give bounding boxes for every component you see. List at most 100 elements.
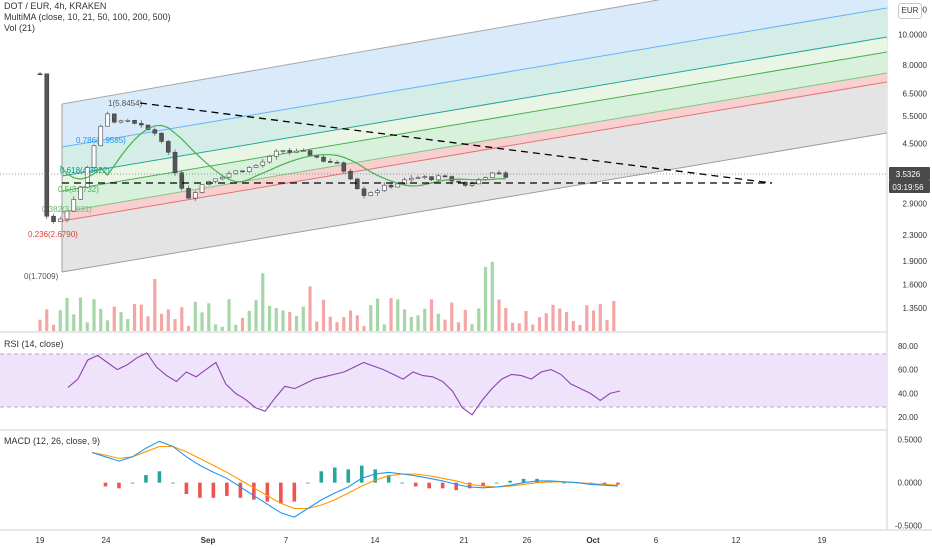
volume-bar (564, 312, 569, 331)
candle-body (361, 188, 367, 196)
fib-band-blue (62, 0, 887, 147)
price-tick-label: 2.9000 (903, 200, 928, 209)
macd-tick-label: 0.5000 (898, 436, 923, 445)
candle-body (334, 162, 340, 164)
macd-histogram-bar (157, 471, 162, 483)
candle-body (388, 184, 394, 188)
candle-body (375, 190, 380, 193)
fib-line-05 (61, 51, 887, 192)
candle-body (321, 156, 326, 162)
volume-bar (456, 322, 461, 331)
macd-legend[interactable]: MACD (12, 26, close, 9) (4, 436, 101, 446)
volume-bar (45, 309, 49, 331)
volume-bar (119, 312, 123, 331)
macd-histogram-bar (305, 482, 310, 484)
price-tick-label: 8.0000 (903, 61, 928, 70)
triangle-upper-trendline[interactable] (139, 102, 773, 184)
candle-body (78, 186, 83, 200)
fib-label-0236: 0.236(2.6790) (28, 230, 78, 239)
candle-body (152, 129, 158, 134)
candle-body (489, 172, 495, 178)
volume-bar (429, 299, 434, 331)
volume-bar (477, 308, 481, 331)
price-tick-label: 6.5000 (903, 89, 928, 98)
volume-bar (591, 310, 596, 331)
chart-legend: DOT / EUR, 4h, KRAKEN MultiMA (close, 10… (4, 1, 171, 34)
macd-histogram-bar (198, 482, 202, 498)
macd-histogram-bar (211, 482, 216, 498)
volume-bar (193, 301, 197, 331)
macd-histogram-bar (238, 482, 243, 498)
volume-legend[interactable]: Vol (21) (4, 23, 36, 33)
volume-bar (173, 319, 177, 331)
volume-bar (78, 297, 83, 331)
macd-histogram-bar (359, 465, 364, 483)
price-tick-label: 5.5000 (903, 112, 928, 121)
macd-histogram-bar (602, 482, 607, 485)
volume-bar (261, 273, 265, 331)
countdown-tag (889, 180, 930, 193)
volume-bar (409, 316, 413, 331)
volume-bar (200, 312, 204, 331)
candle-body (300, 150, 306, 152)
volume-bar (180, 307, 184, 331)
volume-bar (146, 316, 150, 331)
fib-line-1 (61, 0, 661, 105)
candle-body (186, 188, 191, 199)
volume-bar (301, 306, 305, 331)
volume-bar (254, 300, 258, 331)
volume-bar (105, 320, 110, 331)
volume-bar (38, 319, 42, 331)
candle-body (442, 175, 448, 178)
volume-bar (342, 317, 346, 331)
candle-body (125, 120, 131, 122)
candle-body (415, 177, 421, 179)
macd-histogram-bar (265, 482, 270, 502)
candle-body (395, 183, 401, 188)
volume-bar (186, 325, 191, 331)
macd-histogram-bar (440, 482, 445, 489)
macd-histogram-bar (117, 482, 121, 489)
volume-bar (483, 266, 488, 331)
volume-bar (153, 278, 157, 331)
volume-bar (389, 298, 393, 331)
candle-body (435, 175, 441, 181)
candle-body (105, 113, 110, 127)
fib-line-0236 (61, 81, 887, 222)
volume-bars (38, 261, 616, 331)
macd-histogram-bar (184, 482, 189, 495)
fib-band-red (62, 73, 887, 221)
candle-body (341, 162, 347, 172)
currency-badge[interactable]: EUR (898, 3, 922, 19)
macd-histogram-bar (171, 482, 175, 484)
rsi-legend[interactable]: RSI (14, close) (4, 339, 64, 349)
candle-body (132, 120, 137, 124)
volume-bar (436, 313, 440, 331)
fib-line-0786 (61, 7, 887, 148)
volume-bar (382, 324, 386, 331)
candle-body (138, 123, 144, 126)
volume-bar (362, 326, 366, 331)
volume-bar (294, 315, 299, 331)
multima-legend[interactable]: MultiMA (close, 10, 21, 50, 100, 200, 50… (4, 12, 171, 22)
volume-bar (288, 311, 292, 331)
candle-body (503, 172, 509, 178)
macd-line (91, 440, 619, 518)
last-price-tag (889, 167, 930, 180)
fib-band-gray (62, 82, 887, 272)
time-tick-label: Oct (586, 536, 600, 545)
volume-bar (159, 313, 164, 331)
macd-histogram-bar (467, 482, 472, 489)
volume-bar (443, 319, 447, 331)
candle-body (165, 141, 171, 153)
volume-bar (126, 319, 130, 331)
macd-histogram-bar (386, 475, 391, 483)
volume-bar (220, 326, 224, 331)
volume-bar (517, 323, 521, 331)
candle-body (449, 176, 455, 182)
volume-bar (510, 322, 515, 331)
candle-body (64, 210, 70, 220)
symbol-title[interactable]: DOT / EUR, 4h, KRAKEN (4, 1, 107, 11)
rsi-tick-label: 40.00 (898, 389, 919, 398)
